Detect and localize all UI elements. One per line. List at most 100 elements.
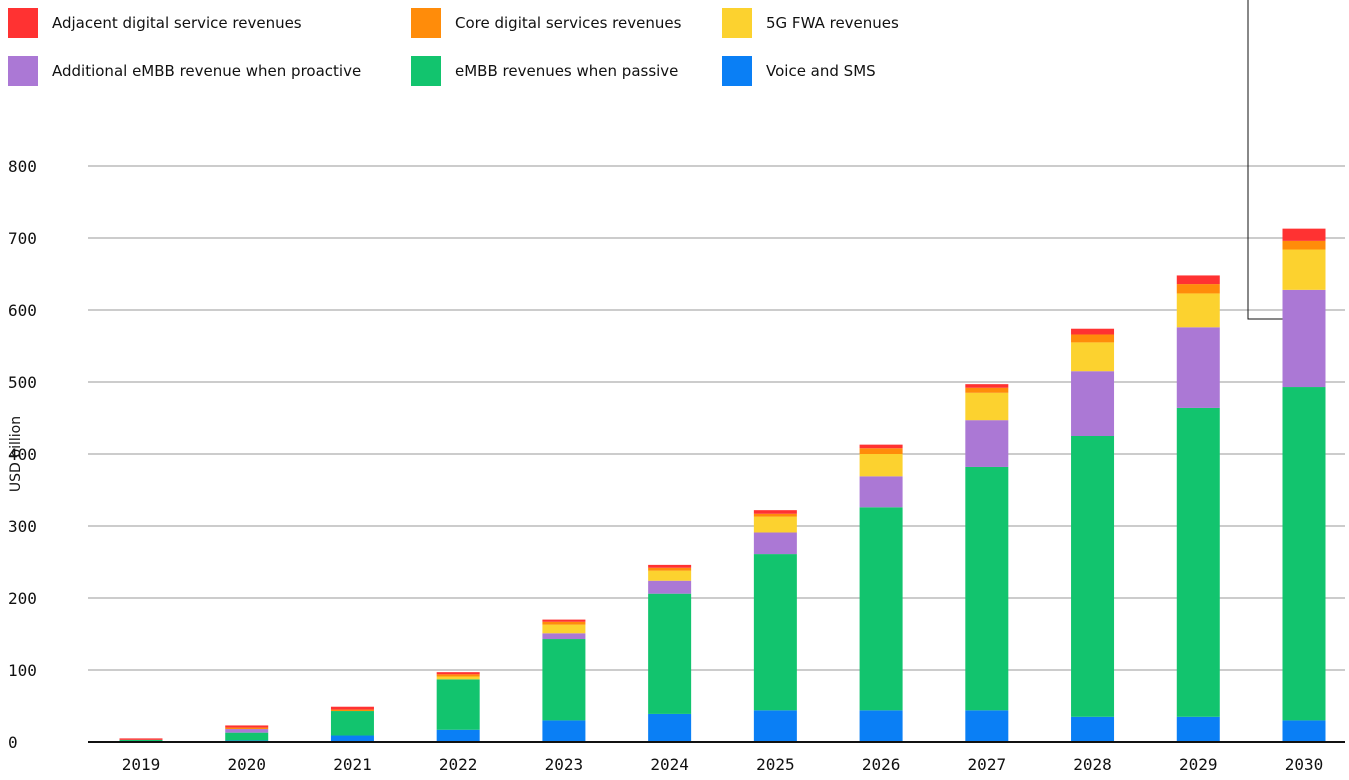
bar-segment — [965, 387, 1009, 393]
x-tick-label: 2021 — [333, 755, 372, 774]
legend-label-core-digital: Core digital services revenues — [455, 14, 682, 32]
bar-segment — [330, 711, 374, 736]
legend-item-core-digital: Core digital services revenues — [411, 8, 681, 38]
bar-segment — [965, 384, 1009, 388]
legend-label-5g-fwa: 5G FWA revenues — [766, 14, 899, 32]
bar-segment — [330, 735, 374, 742]
legend-swatch-core-digital — [411, 8, 441, 38]
bar-segment — [225, 725, 269, 728]
bar-segment — [1282, 720, 1326, 742]
x-tick-label: 2029 — [1179, 755, 1218, 774]
callout-line — [1247, 0, 1283, 320]
bar-segment — [859, 476, 903, 508]
y-tick-label: 200 — [8, 589, 37, 608]
bar-segment — [965, 466, 1009, 711]
bar-segment — [1282, 228, 1326, 241]
bar-segment — [1282, 387, 1326, 721]
y-tick-label: 0 — [8, 733, 18, 752]
bar-segment — [542, 619, 586, 622]
bar-segment — [1071, 716, 1115, 742]
x-tick-label: 2025 — [756, 755, 795, 774]
legend-swatch-5g-fwa — [722, 8, 752, 38]
y-tick-label: 100 — [8, 661, 37, 680]
bar-segment — [648, 564, 692, 568]
bar-segment — [965, 710, 1009, 742]
x-tick-label: 2024 — [650, 755, 689, 774]
bar-segment — [1176, 284, 1220, 294]
bar-segment — [859, 710, 903, 742]
x-tick-label: 2019 — [122, 755, 161, 774]
y-tick-label: 400 — [8, 445, 37, 464]
bar-segment — [1176, 293, 1220, 328]
x-tick-label: 2030 — [1285, 755, 1324, 774]
bar-segment — [1071, 342, 1115, 372]
x-tick-label: 2023 — [545, 755, 584, 774]
bar-segment — [753, 513, 797, 517]
bar-segment — [542, 621, 586, 625]
bar-segment — [225, 729, 269, 733]
bar-segment — [542, 633, 586, 640]
y-tick-label: 600 — [8, 301, 37, 320]
bar-segment — [753, 532, 797, 555]
legend-label-embb-passive: eMBB revenues when passive — [455, 62, 679, 80]
bar-segment — [436, 679, 480, 730]
bar-segment — [753, 510, 797, 514]
bar-segment — [648, 713, 692, 742]
bar-segment — [1176, 716, 1220, 742]
bar-segment — [330, 709, 374, 712]
bar-segment — [1071, 328, 1115, 335]
y-axis-label: USD billion — [8, 416, 24, 492]
bar-segment — [1176, 327, 1220, 408]
x-tick-label: 2028 — [1073, 755, 1112, 774]
legend-label-additional-embb: Additional eMBB revenue when proactive — [52, 62, 362, 80]
legend-swatch-adjacent-digital — [8, 8, 38, 38]
legend-swatch-additional-embb — [8, 56, 38, 86]
bar-segment — [1282, 240, 1326, 250]
bar-segment — [1071, 371, 1115, 436]
legend-label-adjacent-digital: Adjacent digital service revenues — [52, 14, 302, 32]
legend-item-additional-embb: Additional eMBB revenue when proactive — [8, 56, 361, 86]
bar-segment — [1071, 436, 1115, 717]
bar-segment — [648, 567, 692, 571]
bar-segment — [542, 639, 586, 721]
bar-segment — [436, 674, 480, 677]
x-tick-label: 2027 — [968, 755, 1007, 774]
y-tick-label: 800 — [8, 157, 37, 176]
chart-legend: Adjacent digital service revenues Core d… — [8, 8, 988, 88]
y-tick-label: 300 — [8, 517, 37, 536]
bar-segment — [225, 727, 269, 730]
bar-segment — [1071, 334, 1115, 343]
y-tick-label: 700 — [8, 229, 37, 248]
bar-segment — [225, 732, 269, 741]
bar-segment — [119, 739, 163, 742]
bar-segment — [542, 624, 586, 634]
bar-segment — [1282, 249, 1326, 290]
x-tick-label: 2026 — [862, 755, 901, 774]
legend-swatch-voice-sms — [722, 56, 752, 86]
legend-label-voice-sms: Voice and SMS — [766, 62, 876, 80]
bar-segment — [330, 706, 374, 710]
bar-segment — [753, 516, 797, 533]
bar-segment — [965, 420, 1009, 467]
bar-segment — [1176, 275, 1220, 285]
bar-segment — [119, 738, 163, 740]
legend-item-embb-passive: eMBB revenues when passive — [411, 56, 678, 86]
x-tick-label: 2020 — [227, 755, 266, 774]
bar-segment — [859, 507, 903, 711]
bar-segment — [859, 448, 903, 454]
legend-item-5g-fwa: 5G FWA revenues — [722, 8, 899, 38]
bar-segment — [965, 392, 1009, 421]
bar-segment — [859, 444, 903, 449]
bar-segment — [648, 570, 692, 581]
legend-item-voice-sms: Voice and SMS — [722, 56, 876, 86]
x-tick-label: 2022 — [439, 755, 478, 774]
legend-item-adjacent-digital: Adjacent digital service revenues — [8, 8, 302, 38]
bar-segment — [753, 554, 797, 711]
bar-segment — [1282, 289, 1326, 388]
bar-segment — [1176, 407, 1220, 717]
bar-segment — [436, 672, 480, 675]
legend-swatch-embb-passive — [411, 56, 441, 86]
bar-segment — [436, 729, 480, 742]
bar-segment — [753, 710, 797, 742]
